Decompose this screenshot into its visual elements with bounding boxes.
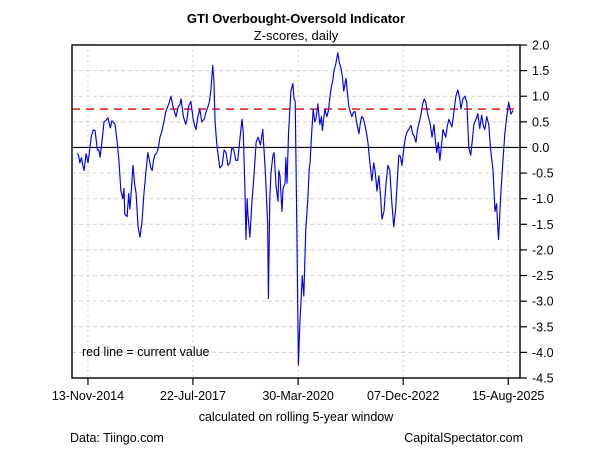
y-tick-label: -1.0 [532, 192, 554, 206]
x-tick-label: 22-Jul-2017 [160, 389, 226, 403]
chart-title: GTI Overbought-Oversold Indicator [186, 11, 406, 26]
y-tick-label: -3.5 [532, 320, 554, 334]
y-tick-label: -4.5 [532, 372, 554, 386]
y-tick-label: -0.5 [532, 167, 554, 181]
y-tick-label: 1.0 [532, 90, 549, 104]
data-source-text: Data: Tiingo.com [70, 431, 164, 445]
x-tick-label: 07-Dec-2022 [367, 389, 439, 403]
x-tick-label: 30-Mar-2020 [262, 389, 334, 403]
x-axis-caption: calculated on rolling 5-year window [198, 410, 394, 424]
x-tick-label: 13-Nov-2014 [52, 389, 124, 403]
red-line-annotation: red line = current value [82, 345, 210, 359]
y-tick-label: 0.5 [532, 115, 549, 129]
y-tick-label: 2.0 [532, 39, 549, 53]
plot-border [71, 44, 521, 379]
y-tick-label: -2.5 [532, 269, 554, 283]
chart-subtitle: Z-scores, daily [253, 28, 339, 43]
site-credit-text: CapitalSpectator.com [404, 431, 523, 445]
y-tick-label: -1.5 [532, 218, 554, 232]
series-line [76, 52, 514, 366]
y-tick-label: 0.0 [532, 141, 549, 155]
y-tick-label: -2.0 [532, 243, 554, 257]
y-tick-label: -3.0 [532, 295, 554, 309]
x-tick-label: 15-Aug-2025 [472, 389, 544, 403]
y-tick-label: -4.0 [532, 346, 554, 360]
y-tick-label: 1.5 [532, 64, 549, 78]
